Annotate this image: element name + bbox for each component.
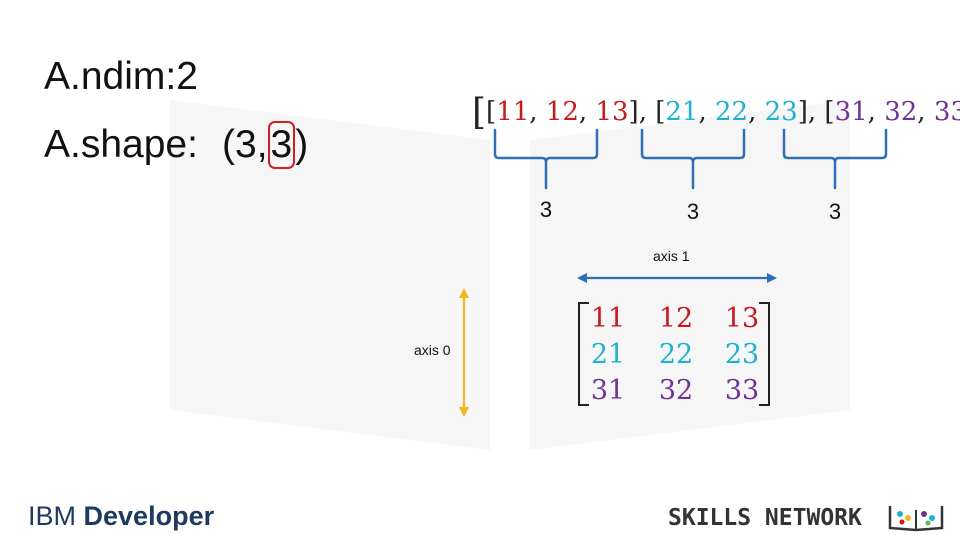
axis0-label: axis 0 (414, 342, 451, 358)
shape-first-dim: 3 (235, 123, 257, 166)
list-value: 32 (884, 97, 918, 127)
developer-word: Developer (83, 501, 215, 531)
matrix-cell: 22 (658, 339, 694, 370)
braces (493, 128, 888, 190)
background-book-watermark (170, 100, 850, 450)
row2-open-bracket: [ (655, 97, 666, 127)
list-value: 22 (715, 97, 749, 127)
outer-open-bracket: [ (472, 92, 487, 133)
shape-label: A.shape: (44, 123, 198, 166)
skills-network-book-icon (888, 506, 944, 532)
row2-count: 3 (686, 199, 700, 224)
row3-open-bracket: [ (824, 97, 835, 127)
brace-row2 (640, 128, 746, 190)
list-value: 13 (595, 97, 629, 127)
axis1-arrow (577, 273, 777, 283)
shape-open-paren: ( (222, 123, 235, 166)
row1-open-bracket: [ (486, 97, 497, 127)
matrix-cell: 21 (590, 339, 626, 370)
shape-comma: , (256, 123, 268, 166)
axis1-label: axis 1 (653, 248, 690, 264)
brace-row3 (782, 128, 888, 190)
ndim-text: A.ndim:2 (44, 55, 198, 98)
skills-network-logo-text: SKILLS NETWORK (668, 505, 862, 531)
matrix-right-bracket (759, 302, 770, 406)
ibm-word: IBM (28, 501, 77, 531)
row3-count: 3 (828, 199, 842, 224)
matrix-left-bracket (578, 302, 589, 406)
list-value: 33 (933, 97, 960, 127)
shape-tuple: (3,3) (222, 120, 308, 170)
nested-list: [[11, 12, 13], [21, 22, 23], [31, 32, 33… (472, 90, 960, 135)
matrix-cell: 11 (590, 303, 626, 334)
list-value: 11 (496, 97, 530, 127)
list-value: 12 (545, 97, 579, 127)
ibm-developer-logo: IBM Developer (28, 500, 214, 532)
matrix-cell: 32 (658, 375, 694, 406)
shape-second-dim-highlight: 3 (267, 121, 296, 169)
matrix-cell: 13 (724, 303, 760, 334)
brace-row1 (493, 128, 599, 190)
axis0-arrow (459, 288, 469, 417)
list-value: 21 (665, 97, 699, 127)
matrix-cell: 33 (724, 375, 760, 406)
shape-second-dim: 3 (270, 123, 293, 166)
row2-close-bracket: ] (797, 97, 808, 127)
matrix-cell: 31 (590, 375, 626, 406)
row1-close-bracket: ] (628, 97, 639, 127)
list-value: 31 (834, 97, 868, 127)
list-value: 23 (764, 97, 798, 127)
matrix: 11 12 13 21 22 23 31 32 33 (578, 302, 774, 410)
matrix-cell: 23 (724, 339, 760, 370)
shape-close-paren: ) (295, 123, 309, 166)
row1-count: 3 (539, 197, 553, 222)
matrix-cell: 12 (658, 303, 694, 334)
